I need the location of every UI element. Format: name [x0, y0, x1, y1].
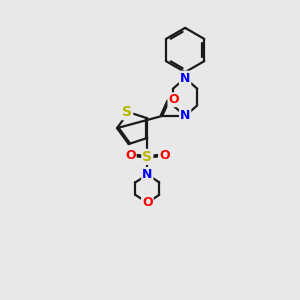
- Text: O: O: [159, 149, 170, 162]
- Text: N: N: [142, 168, 152, 181]
- Text: O: O: [169, 93, 179, 106]
- Text: O: O: [125, 149, 136, 162]
- Text: S: S: [142, 150, 152, 164]
- Text: N: N: [180, 72, 190, 85]
- Text: S: S: [122, 105, 132, 119]
- Text: N: N: [180, 110, 190, 122]
- Text: O: O: [142, 196, 153, 209]
